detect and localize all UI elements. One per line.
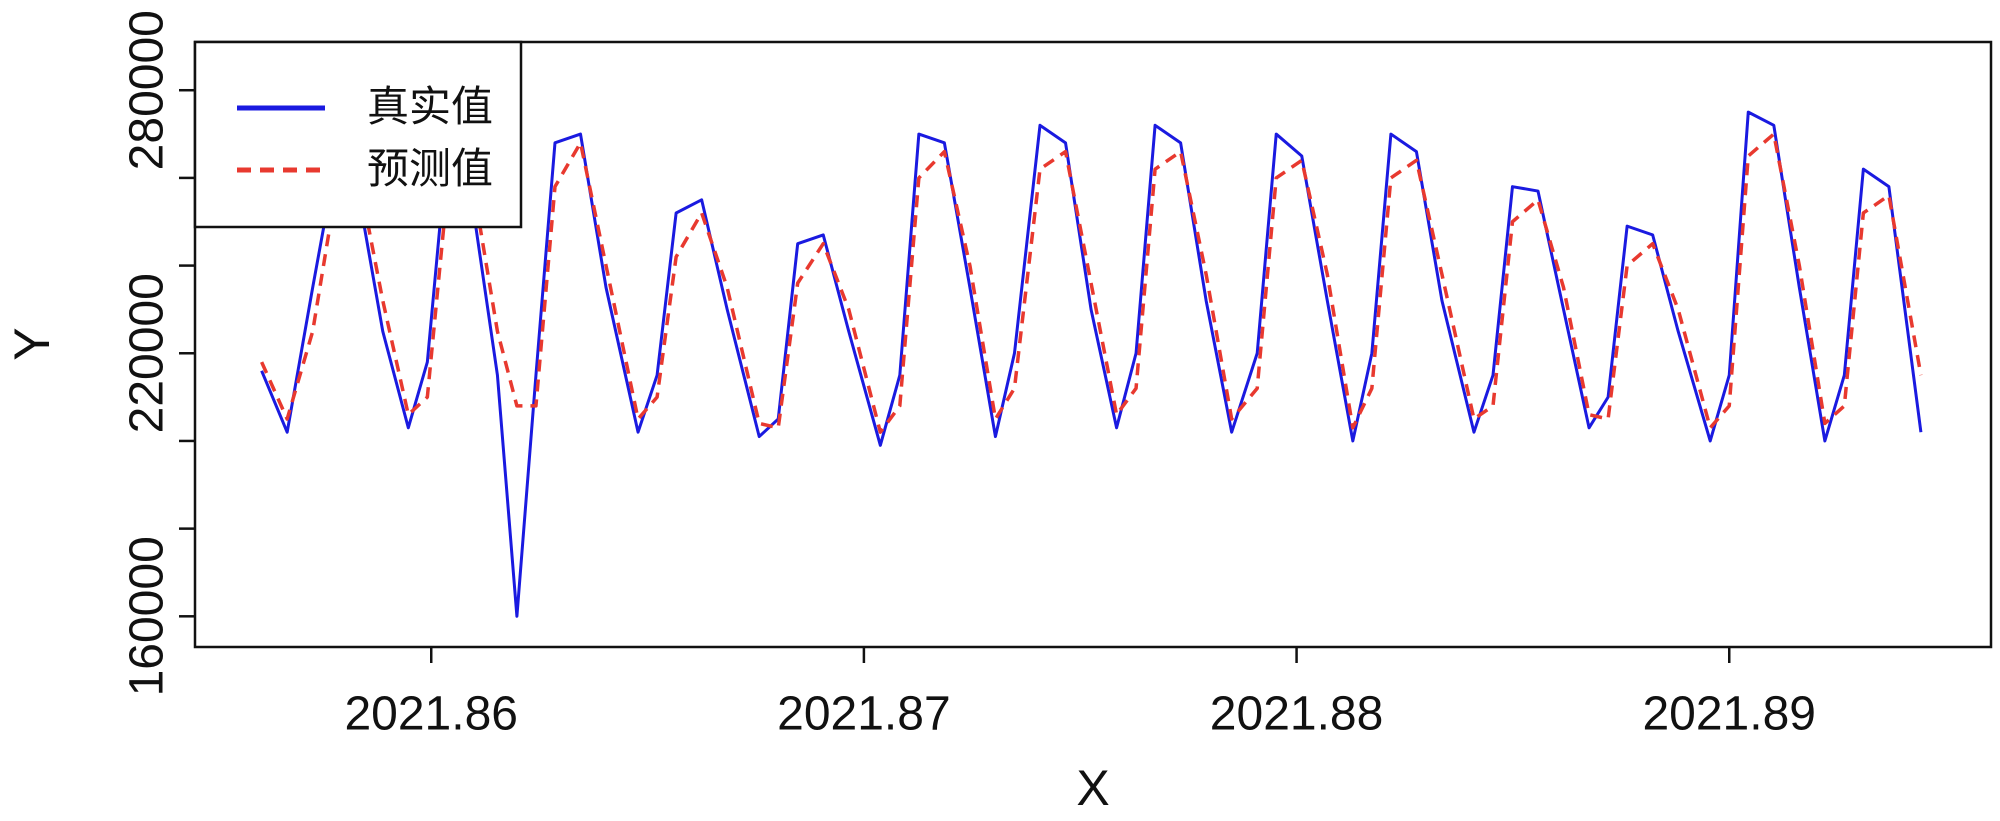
y-tick-label: 220000: [121, 273, 174, 433]
legend-label: 预测值: [367, 145, 493, 192]
x-tick-label: 2021.89: [1642, 688, 1816, 741]
legend-box: [193, 40, 523, 229]
x-tick-label: 2021.88: [1210, 688, 1384, 741]
x-tick-label: 2021.87: [777, 688, 951, 741]
series-line: [260, 132, 1923, 434]
y-tick-label: 160000: [121, 536, 174, 696]
legend-label: 真实值: [367, 83, 493, 130]
series-line: [260, 110, 1923, 618]
x-axis-title: X: [1076, 760, 1109, 816]
y-tick-label: 280000: [121, 10, 174, 170]
y-axis-title: Y: [4, 327, 60, 360]
x-tick-label: 2021.86: [344, 688, 518, 741]
plot-area: [260, 110, 1923, 618]
plot-frame: [193, 40, 1993, 649]
